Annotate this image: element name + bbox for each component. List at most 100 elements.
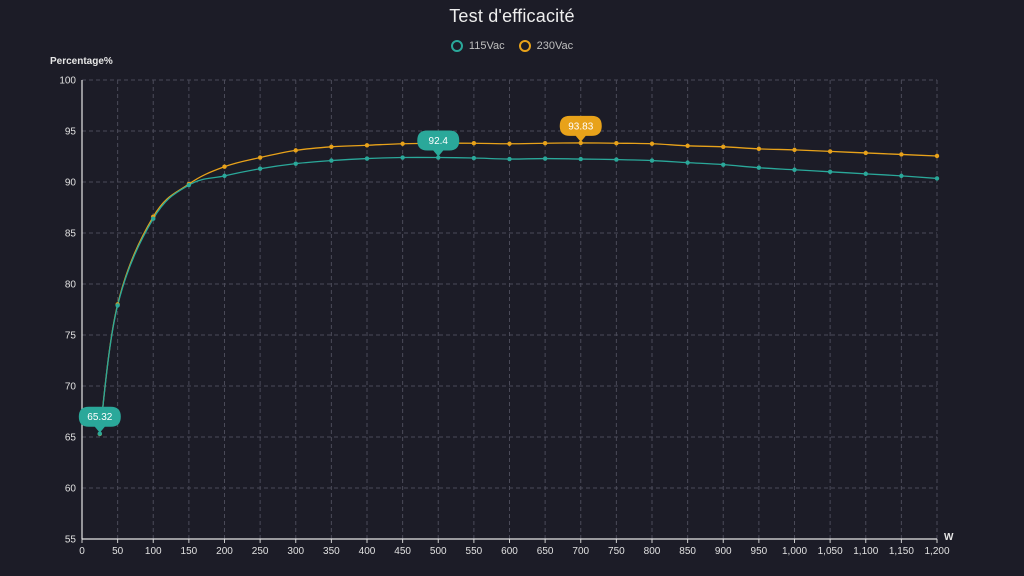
y-tick-label: 90 bbox=[65, 178, 77, 189]
x-tick-label: 700 bbox=[572, 546, 589, 557]
grid bbox=[82, 79, 938, 539]
data-point-115vac bbox=[400, 155, 405, 160]
legend-marker-115vac-icon bbox=[450, 40, 463, 52]
axes: 55 60 65 70 75 80 85 90 95 100 0 50 100 150 200 250 300 3… bbox=[59, 76, 950, 558]
chart-title: Test d'efficacité bbox=[449, 6, 575, 26]
x-tick-label: 900 bbox=[715, 546, 732, 557]
data-point-115vac bbox=[542, 156, 548, 161]
y-tick-label: 85 bbox=[65, 229, 77, 240]
data-point-230vac bbox=[400, 141, 405, 146]
data-point-115vac bbox=[507, 156, 512, 162]
data-point-115vac bbox=[151, 216, 156, 221]
x-tick-label: 600 bbox=[501, 546, 518, 557]
data-point-230vac bbox=[792, 147, 797, 153]
data-point-115vac bbox=[578, 156, 583, 162]
x-tick-label: 150 bbox=[181, 546, 198, 557]
data-point-115vac bbox=[222, 173, 227, 179]
legend-marker-230vac-icon bbox=[518, 40, 531, 52]
data-point-115vac bbox=[329, 158, 334, 163]
data-point-230vac bbox=[329, 144, 334, 150]
data-point-230vac bbox=[542, 141, 548, 146]
y-tick-label: 100 bbox=[59, 76, 76, 87]
data-point-230vac bbox=[685, 143, 690, 148]
data-point-230vac bbox=[222, 164, 227, 169]
data-point-230vac bbox=[863, 150, 868, 156]
y-tick-label: 95 bbox=[65, 127, 77, 138]
x-tick-label: 500 bbox=[430, 546, 447, 557]
data-point-230vac bbox=[293, 148, 298, 153]
callout-230vac-14: 93.83 bbox=[559, 115, 602, 142]
data-point-115vac bbox=[721, 162, 726, 167]
legend-item-230vac[interactable]: 230Vac bbox=[518, 40, 574, 52]
y-tick-label: 75 bbox=[65, 331, 77, 342]
x-tick-label: 200 bbox=[216, 546, 233, 557]
series-lines bbox=[99, 142, 938, 435]
callout-balloon-230vac-14 bbox=[559, 115, 602, 142]
data-point-115vac bbox=[97, 431, 103, 436]
legend-label-115vac: 115Vac bbox=[468, 40, 505, 52]
data-point-115vac bbox=[257, 166, 263, 171]
data-point-115vac bbox=[186, 182, 192, 188]
y-tick-label: 60 bbox=[65, 484, 77, 495]
series-line-230vac bbox=[99, 142, 938, 435]
x-tick-label: 800 bbox=[644, 546, 661, 557]
x-tick-label: 250 bbox=[252, 546, 269, 557]
callout-115vac-0: 65.32 bbox=[78, 406, 121, 433]
x-tick-label: 50 bbox=[112, 546, 124, 557]
data-point-115vac bbox=[827, 169, 833, 174]
x-tick-label: 0 bbox=[79, 546, 85, 557]
data-point-230vac bbox=[934, 153, 940, 159]
y-axis-label: Percentage% bbox=[50, 56, 113, 67]
legend-label-230vac: 230Vac bbox=[536, 40, 574, 52]
data-point-230vac bbox=[756, 146, 762, 152]
data-point-115vac bbox=[863, 171, 868, 177]
data-point-230vac bbox=[649, 141, 655, 146]
data-point-115vac bbox=[792, 167, 797, 172]
callouts: 93.83 65.32 92.4 bbox=[78, 115, 602, 433]
y-tick-label: 65 bbox=[65, 433, 77, 444]
x-tick-label: 1,000 bbox=[782, 546, 807, 557]
x-tick-label: 1,200 bbox=[924, 546, 949, 557]
series-points bbox=[97, 140, 940, 437]
x-tick-label: 550 bbox=[466, 546, 483, 557]
data-point-115vac bbox=[614, 157, 619, 162]
x-tick-label: 750 bbox=[608, 546, 625, 557]
x-tick-label: 100 bbox=[145, 546, 162, 557]
y-tick-label: 80 bbox=[65, 280, 77, 291]
x-tick-label: 350 bbox=[323, 546, 340, 557]
data-point-115vac bbox=[293, 161, 298, 166]
x-tick-label: 1,150 bbox=[889, 546, 914, 557]
callout-115vac-10: 92.4 bbox=[417, 130, 460, 157]
data-point-230vac bbox=[507, 141, 512, 146]
x-tick-label: 650 bbox=[537, 546, 554, 557]
data-point-230vac bbox=[471, 141, 477, 146]
data-point-115vac bbox=[471, 155, 477, 161]
data-point-115vac bbox=[115, 303, 120, 308]
data-point-230vac bbox=[614, 141, 619, 146]
series-line-115vac bbox=[99, 156, 938, 434]
callout-balloon-115vac-10 bbox=[417, 130, 460, 157]
data-point-115vac bbox=[364, 156, 370, 161]
x-tick-label: 950 bbox=[751, 546, 768, 557]
legend: 115Vac 230Vac bbox=[0, 40, 1024, 52]
y-tick-label: 55 bbox=[65, 535, 77, 546]
callout-label-115vac-10: 92.4 bbox=[429, 136, 449, 147]
callout-label-115vac-0: 65.32 bbox=[87, 412, 112, 423]
data-point-115vac bbox=[899, 173, 904, 179]
x-tick-label: 400 bbox=[359, 546, 376, 557]
data-point-230vac bbox=[578, 140, 583, 146]
data-point-230vac bbox=[364, 143, 370, 148]
x-axis-label: W bbox=[944, 532, 954, 543]
data-point-230vac bbox=[827, 149, 833, 154]
legend-item-115vac[interactable]: 115Vac bbox=[450, 40, 505, 52]
data-point-230vac bbox=[899, 152, 904, 157]
data-point-115vac bbox=[756, 165, 762, 170]
x-tick-label: 1,050 bbox=[818, 546, 843, 557]
data-point-115vac bbox=[934, 176, 940, 181]
data-point-115vac bbox=[649, 158, 655, 163]
data-point-230vac bbox=[257, 155, 263, 160]
x-tick-label: 450 bbox=[394, 546, 411, 557]
x-tick-label: 300 bbox=[287, 546, 304, 557]
